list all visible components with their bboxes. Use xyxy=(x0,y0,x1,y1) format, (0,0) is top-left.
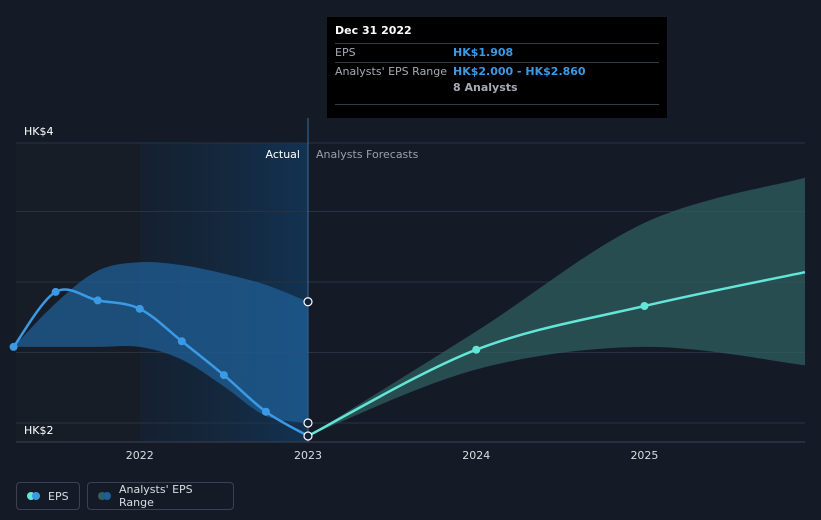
legend-range-swatch xyxy=(98,492,111,500)
legend-eps-dot-forecast xyxy=(27,492,35,500)
eps-actual-point xyxy=(93,296,102,305)
forecast-section-label: Analysts Forecasts xyxy=(316,148,419,161)
x-axis-tick-label: 2023 xyxy=(294,449,322,462)
eps-forecast-point xyxy=(472,345,481,354)
eps-actual-point xyxy=(177,337,186,346)
hover-tooltip: Dec 31 2022 EPS HK$1.908 Analysts' EPS R… xyxy=(327,17,667,118)
y-axis-label-top: HK$4 xyxy=(24,125,53,138)
eps-actual-point xyxy=(9,342,18,351)
legend-range-dot-actual xyxy=(103,492,111,500)
actual-section-label: Actual xyxy=(266,148,300,161)
legend-eps[interactable]: EPS xyxy=(16,482,80,510)
tooltip-range-label: Analysts' EPS Range xyxy=(335,65,448,78)
tooltip-date: Dec 31 2022 xyxy=(335,24,412,37)
legend-eps-swatch xyxy=(27,492,40,500)
tooltip-eps-row: EPS HK$1.908 xyxy=(335,43,659,62)
tooltip-eps-value: HK$1.908 xyxy=(453,46,514,59)
legend-range-dot-forecast xyxy=(98,492,106,500)
legend-eps-dot-actual xyxy=(32,492,40,500)
eps-forecast-line xyxy=(307,270,806,438)
forecast-eps-range-band xyxy=(307,177,805,436)
tooltip-analysts-count: 8 Analysts xyxy=(335,81,659,105)
tooltip-eps-label: EPS xyxy=(335,46,356,59)
range-high-point xyxy=(303,297,313,307)
eps-actual-point xyxy=(261,407,270,416)
eps-actual-point xyxy=(303,431,313,441)
range-low-point xyxy=(303,418,313,428)
legend-range-label: Analysts' EPS Range xyxy=(119,483,193,509)
tooltip-range-value: HK$2.000 - HK$2.860 xyxy=(453,65,586,78)
legend-eps-range[interactable]: Analysts' EPS Range xyxy=(87,482,234,510)
eps-actual-point xyxy=(219,371,228,380)
y-axis-label-bottom: HK$2 xyxy=(24,424,53,437)
x-axis-tick-label: 2024 xyxy=(462,449,490,462)
tooltip-range-row: Analysts' EPS Range HK$2.000 - HK$2.860 xyxy=(335,62,659,81)
x-axis-tick-label: 2025 xyxy=(630,449,658,462)
legend-eps-label: EPS xyxy=(48,489,69,503)
eps-actual-point xyxy=(135,304,144,313)
eps-actual-point xyxy=(51,287,60,296)
eps-forecast-point xyxy=(640,302,649,311)
x-axis-tick-label: 2022 xyxy=(126,449,154,462)
